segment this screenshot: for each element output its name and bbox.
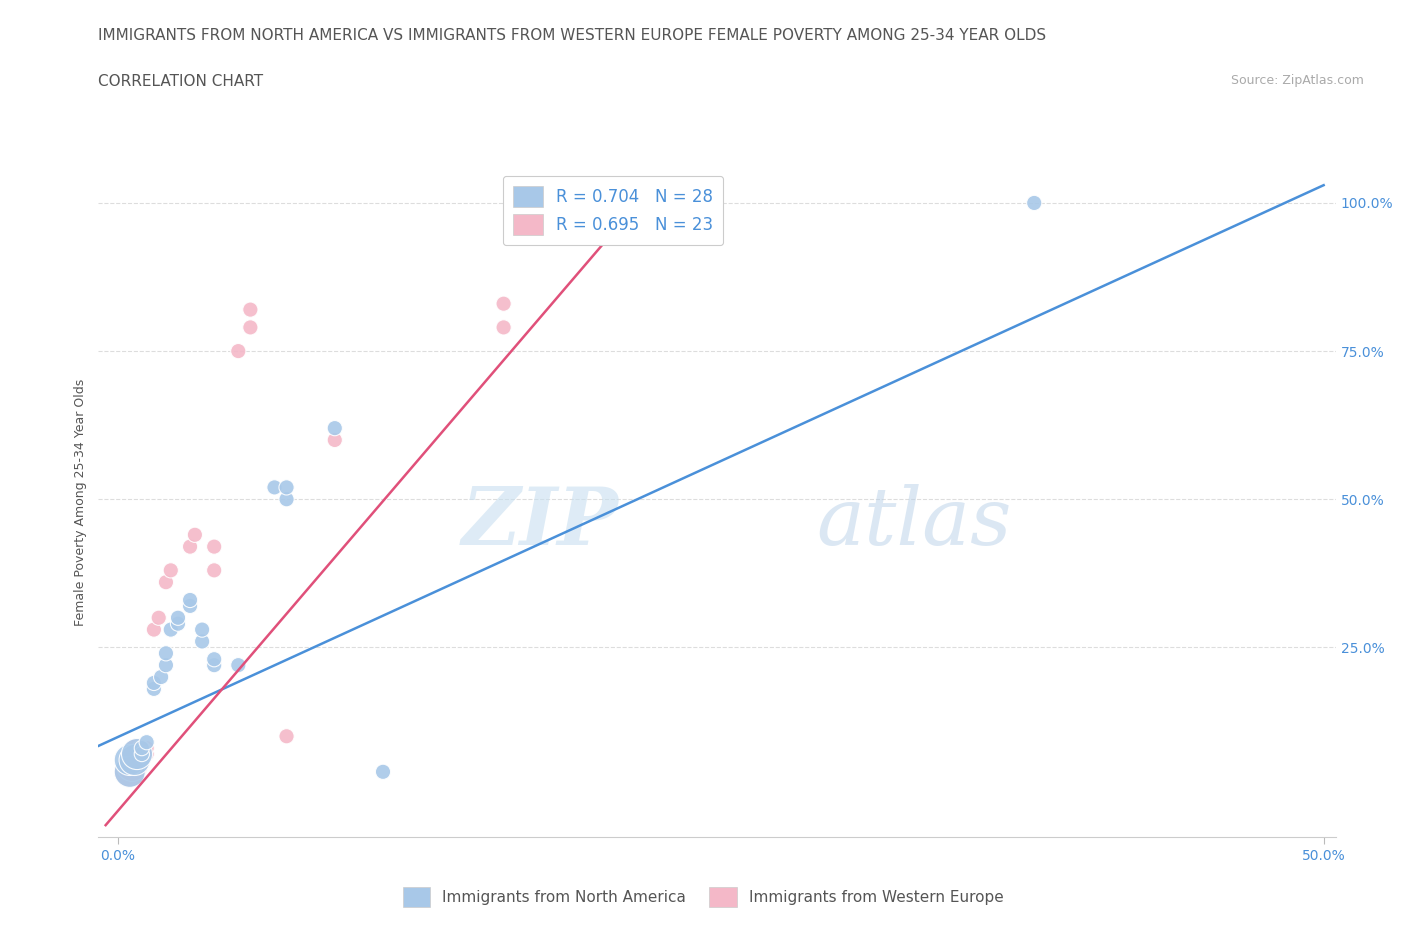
Point [167, 617, 190, 631]
Point [159, 622, 181, 637]
Point [121, 759, 143, 774]
Point [131, 747, 153, 762]
Point [226, 658, 249, 672]
Point [124, 752, 146, 767]
Point [263, 480, 285, 495]
Point [492, 297, 515, 312]
Y-axis label: Female Poverty Among 25-34 Year Olds: Female Poverty Among 25-34 Year Olds [75, 379, 87, 626]
Point [323, 432, 346, 447]
Point [179, 592, 201, 607]
Point [135, 740, 157, 755]
Point [202, 658, 225, 672]
Point [492, 320, 515, 335]
Point [142, 622, 165, 637]
Point [142, 675, 165, 690]
Point [167, 610, 190, 625]
Point [371, 764, 394, 779]
Point [125, 747, 148, 762]
Point [276, 729, 298, 744]
Point [150, 670, 173, 684]
Point [202, 563, 225, 578]
Point [202, 539, 225, 554]
Point [118, 752, 141, 767]
Point [135, 747, 157, 762]
Point [155, 658, 177, 672]
Point [565, 195, 588, 210]
Text: IMMIGRANTS FROM NORTH AMERICA VS IMMIGRANTS FROM WESTERN EUROPE FEMALE POVERTY A: IMMIGRANTS FROM NORTH AMERICA VS IMMIGRA… [98, 28, 1046, 43]
Point [118, 764, 141, 779]
Point [135, 735, 157, 750]
Point [155, 575, 177, 590]
Point [142, 682, 165, 697]
Point [1024, 195, 1046, 210]
Text: ZIP: ZIP [461, 484, 619, 561]
Point [276, 480, 298, 495]
Point [118, 764, 141, 779]
Legend: Immigrants from North America, Immigrants from Western Europe: Immigrants from North America, Immigrant… [396, 882, 1010, 913]
Point [191, 634, 214, 649]
Point [202, 652, 225, 667]
Point [179, 539, 201, 554]
Point [179, 599, 201, 614]
Point [125, 747, 148, 762]
Legend: R = 0.704   N = 28, R = 0.695   N = 23: R = 0.704 N = 28, R = 0.695 N = 23 [503, 176, 723, 246]
Text: Source: ZipAtlas.com: Source: ZipAtlas.com [1230, 74, 1364, 87]
Point [184, 527, 207, 542]
Point [276, 492, 298, 507]
Text: CORRELATION CHART: CORRELATION CHART [98, 74, 263, 89]
Point [323, 420, 346, 435]
Point [155, 645, 177, 660]
Point [226, 344, 249, 359]
Point [128, 740, 150, 755]
Point [191, 622, 214, 637]
Point [159, 563, 181, 578]
Point [637, 195, 659, 210]
Point [148, 610, 170, 625]
Point [131, 740, 153, 755]
Point [239, 302, 262, 317]
Point [239, 320, 262, 335]
Text: atlas: atlas [815, 484, 1011, 561]
